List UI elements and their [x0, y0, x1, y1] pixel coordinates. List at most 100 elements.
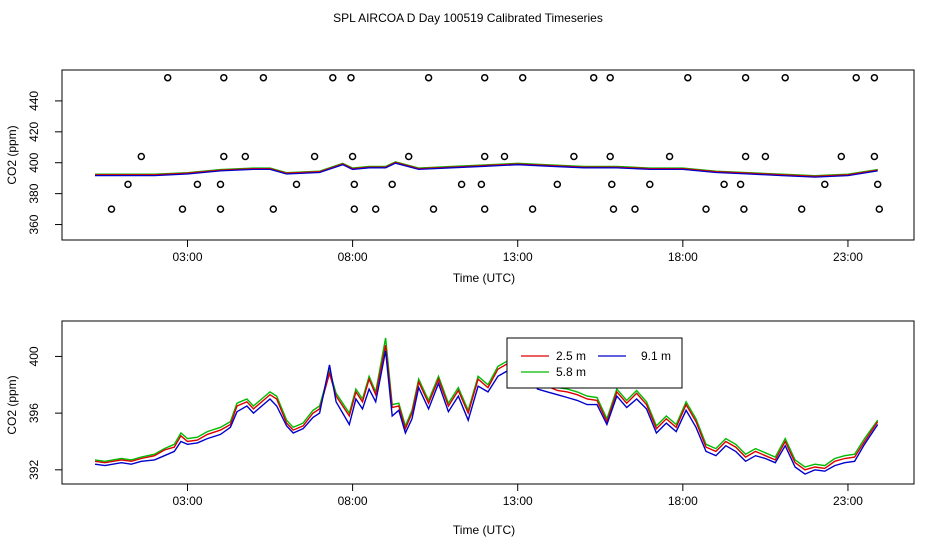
sample-point [163, 73, 172, 82]
sample-point [424, 73, 433, 82]
top-plot-frame [61, 69, 915, 241]
bottom-y-axis: 392 396 400 [27, 346, 62, 480]
y-tick-label: 420 [27, 121, 41, 141]
bottom-y-axis-label: CO2 (ppm) [5, 375, 19, 434]
sample-point [269, 205, 278, 213]
sample-point [528, 205, 537, 213]
sample-point [702, 205, 710, 213]
sample-point [259, 73, 268, 82]
x-tick-label: 08:00 [338, 494, 368, 508]
sample-point [350, 205, 359, 213]
sample-point [720, 180, 728, 189]
top-y-axis: 360 380 400 420 440 [27, 91, 62, 235]
sample-point [837, 152, 846, 161]
sample-point [781, 73, 789, 82]
top-series-lines [95, 161, 878, 178]
sample-point [429, 205, 438, 213]
sample-point [875, 205, 884, 213]
bottom-panel: 03:00 08:00 13:00 18:00 23:00 392 396 400 Time… [5, 320, 915, 537]
top-series-line [95, 161, 878, 177]
top-sample-points [107, 73, 884, 213]
sample-point [329, 73, 337, 82]
sample-point [350, 180, 359, 189]
bottom-x-axis-label: Time (UTC) [453, 523, 515, 537]
sample-point [480, 73, 489, 82]
top-x-axis-label: Time (UTC) [453, 271, 515, 285]
sample-point [589, 73, 598, 82]
sample-point [761, 152, 770, 161]
sample-point [178, 205, 187, 213]
sample-point [457, 180, 466, 189]
sample-point [220, 73, 228, 82]
sample-point [684, 73, 692, 82]
series-line-2-5-m [94, 344, 879, 471]
sample-point [371, 205, 380, 213]
sample-point [500, 152, 509, 161]
x-tick-label: 18:00 [668, 250, 698, 264]
sample-point [124, 180, 132, 189]
y-tick-label: 392 [27, 459, 41, 479]
bottom-series-lines [94, 337, 879, 475]
sample-point [797, 205, 806, 213]
legend-box [506, 337, 683, 389]
sample-point [740, 205, 748, 213]
sample-point [347, 73, 355, 82]
x-tick-label: 13:00 [503, 494, 533, 508]
sample-point [870, 73, 879, 82]
sample-point [821, 180, 829, 189]
sample-point [107, 205, 116, 213]
sample-point [220, 152, 228, 161]
bottom-x-axis: 03:00 08:00 13:00 18:00 23:00 [172, 484, 863, 508]
sample-point [608, 180, 616, 189]
sample-point [216, 180, 225, 189]
sample-point [852, 73, 860, 82]
legend: 2.5 m 9.1 m 5.8 m [506, 337, 683, 389]
legend-label-5-8m: 5.8 m [556, 365, 586, 379]
sample-point [348, 152, 357, 161]
sample-point [870, 152, 879, 161]
sample-point [741, 73, 750, 82]
y-tick-label: 400 [27, 346, 41, 366]
top-series-line [95, 162, 878, 178]
sample-point [216, 205, 225, 213]
x-tick-label: 03:00 [172, 250, 202, 264]
sample-point [477, 180, 486, 189]
x-tick-label: 08:00 [338, 250, 368, 264]
legend-label-2-5m: 2.5 m [556, 349, 586, 363]
y-tick-label: 440 [27, 91, 41, 111]
x-tick-label: 13:00 [503, 250, 533, 264]
sample-point [606, 73, 614, 82]
x-tick-label: 03:00 [172, 494, 202, 508]
series-line-9-1-m [94, 350, 879, 475]
y-tick-label: 396 [27, 403, 41, 423]
y-tick-label: 400 [27, 152, 41, 172]
top-x-axis: 03:00 08:00 13:00 18:00 23:00 [172, 240, 863, 264]
sample-point [873, 180, 882, 189]
legend-label-9-1m: 9.1 m [641, 349, 671, 363]
top-y-axis-label: CO2 (ppm) [5, 125, 19, 184]
chart-title: SPL AIRCOA D Day 100519 Calibrated Times… [333, 11, 603, 25]
x-tick-label: 23:00 [833, 250, 863, 264]
sample-point [480, 205, 489, 213]
x-tick-label: 18:00 [668, 494, 698, 508]
sample-point [310, 152, 319, 161]
sample-point [665, 152, 674, 161]
y-tick-label: 380 [27, 183, 41, 203]
sample-point [736, 180, 745, 189]
sample-point [193, 180, 202, 189]
sample-point [646, 180, 654, 189]
sample-point [518, 73, 527, 82]
sample-point [570, 152, 578, 161]
sample-point [606, 152, 614, 161]
bottom-plot-frame [61, 320, 915, 485]
sample-point [241, 152, 250, 161]
sample-point [292, 180, 301, 189]
sample-point [137, 152, 146, 161]
series-line-5-8-m [94, 337, 879, 468]
x-tick-label: 23:00 [833, 494, 863, 508]
y-tick-label: 360 [27, 214, 41, 234]
sample-point [388, 180, 396, 189]
sample-point [480, 152, 489, 161]
sample-point [631, 205, 639, 213]
